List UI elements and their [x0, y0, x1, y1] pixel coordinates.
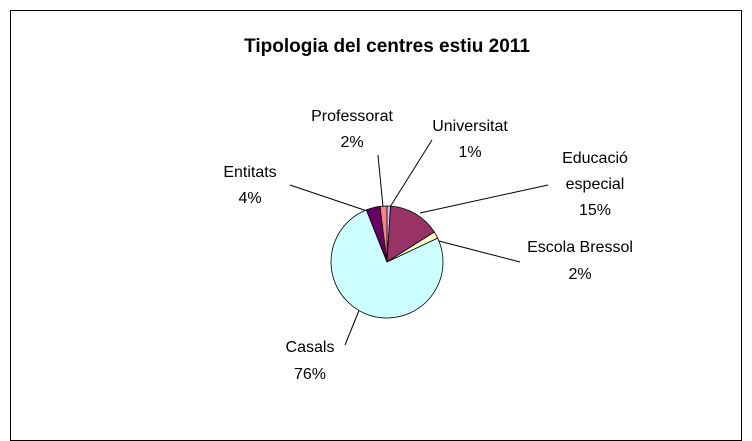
value-label: 4% [238, 190, 261, 207]
category-label: Educació especial [562, 150, 628, 193]
leader-lines [289, 139, 549, 346]
value-label: 15% [579, 202, 611, 219]
category-label: Entitats [223, 164, 276, 181]
category-label: Universitat [432, 118, 508, 135]
leader-line [344, 307, 361, 346]
value-label: 2% [568, 266, 591, 283]
chart-title: Tipologia del centres estiu 2011 [244, 36, 530, 57]
pie-slice [386, 205, 435, 263]
leader-line [434, 239, 521, 263]
pie-slice [330, 209, 444, 319]
leader-line [389, 139, 433, 208]
value-label: 76% [294, 366, 326, 383]
value-label: 2% [340, 134, 363, 151]
leader-line [289, 184, 371, 213]
leader-line [419, 184, 549, 214]
category-label: Professorat [311, 108, 393, 125]
category-label: Escola Bressol [527, 239, 633, 256]
leader-line [377, 154, 384, 208]
pie-slice [379, 205, 388, 263]
category-label: Casals [286, 339, 335, 356]
value-label: 1% [458, 144, 481, 161]
